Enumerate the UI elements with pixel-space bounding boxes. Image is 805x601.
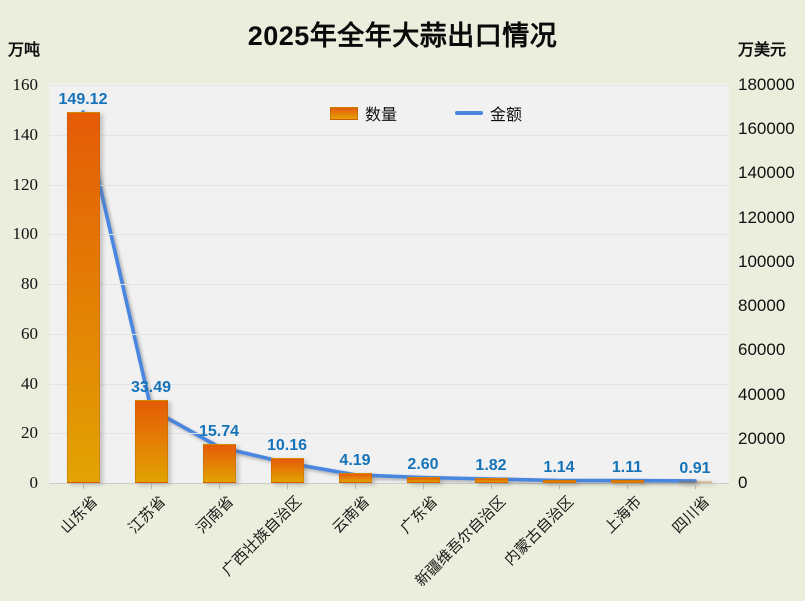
gridline — [49, 433, 729, 435]
left-axis-tick-label: 0 — [29, 473, 39, 492]
right-axis-tick-label: 120000 — [738, 207, 795, 227]
left-axis-tick-label: 100 — [12, 224, 39, 244]
bar-data-label: 149.12 — [58, 90, 108, 108]
amount-legend-label: 金额 — [490, 107, 523, 124]
x-axis-tick-mark — [355, 483, 356, 489]
x-axis-tick-mark — [287, 483, 288, 489]
legend-item-quantity: 数量 — [330, 101, 397, 125]
bar — [678, 480, 712, 483]
amount-line — [81, 110, 697, 483]
bar — [338, 472, 372, 483]
amount-line-swatch-icon — [455, 111, 484, 115]
gridline — [49, 134, 729, 136]
plot-area: 149.12 33.49 15.74 10.16 4.19 2.60 1.82 1.14 1.1… — [49, 83, 729, 484]
right-axis-tick-label: 60000 — [738, 340, 786, 360]
right-axis-tick-label: 160000 — [738, 119, 795, 139]
x-axis-label: 云南省 — [329, 493, 374, 537]
bar — [270, 457, 304, 483]
x-axis-tick-mark — [695, 483, 696, 489]
right-axis-unit-label: 万美元 — [738, 42, 787, 59]
bar-data-label: 1.82 — [475, 457, 507, 475]
x-axis-label: 江苏省 — [125, 493, 170, 537]
left-axis-tick-label: 140 — [12, 124, 39, 144]
x-axis-label: 河南省 — [193, 493, 238, 537]
left-axis-tick-label: 80 — [21, 274, 38, 293]
bar-data-label: 1.11 — [611, 459, 643, 477]
right-axis-tick-label: 0 — [738, 473, 748, 492]
gridline — [49, 85, 729, 86]
x-axis-tick-mark — [491, 483, 492, 489]
bar — [202, 443, 236, 483]
right-axis-tick-label: 180000 — [738, 75, 795, 94]
bar-data-label: 15.74 — [198, 422, 240, 440]
legend: 数量 金额 — [330, 101, 522, 125]
x-axis-label: 广东省 — [397, 493, 442, 537]
bar — [610, 480, 644, 483]
x-axis-tick-mark — [423, 483, 424, 489]
gridline — [49, 333, 729, 335]
bar — [134, 399, 168, 483]
left-axis-tick-label: 120 — [12, 174, 39, 194]
left-axis-tick-label: 40 — [21, 373, 38, 393]
quantity-bar-swatch-icon — [330, 106, 358, 120]
right-axis-tick-label: 80000 — [738, 296, 786, 316]
bar — [542, 480, 576, 483]
x-axis-label: 四川省 — [669, 493, 714, 537]
x-axis-tick-mark — [83, 483, 84, 489]
x-axis-label: 内蒙古自治区 — [502, 493, 578, 569]
left-axis-tick-label: 20 — [21, 423, 38, 443]
gridline — [49, 383, 729, 385]
x-axis-label: 山东省 — [57, 493, 102, 537]
right-axis-tick-label: 100000 — [738, 251, 795, 271]
bar-data-label: 10.16 — [266, 436, 308, 454]
bar-data-label: 33.49 — [130, 378, 172, 396]
gridline — [49, 234, 729, 236]
x-axis-tick-mark — [627, 483, 628, 489]
right-axis-tick-label: 40000 — [738, 384, 786, 404]
right-axis-tick-label: 20000 — [738, 428, 786, 448]
legend-item-amount: 金额 — [455, 101, 522, 125]
bar-data-label: 4.19 — [339, 451, 371, 469]
x-axis-tick-mark — [559, 483, 560, 489]
left-axis-unit-label: 万吨 — [8, 42, 41, 59]
bar-data-label: 2.60 — [407, 455, 439, 473]
bar — [66, 112, 100, 483]
gridline — [49, 284, 729, 285]
bar-data-label: 1.14 — [543, 459, 575, 477]
x-axis-tick-mark — [219, 483, 220, 489]
bar-data-label: 0.91 — [679, 459, 711, 477]
gridline — [49, 184, 729, 186]
chart-title: 2025年全年大蒜出口情况 — [247, 21, 558, 51]
left-axis-tick-label: 60 — [21, 323, 38, 343]
left-axis-tick-label: 160 — [12, 75, 39, 94]
bar — [406, 476, 440, 483]
quantity-legend-label: 数量 — [365, 107, 398, 124]
bar — [474, 478, 508, 483]
x-axis-label: 上海市 — [601, 493, 646, 537]
x-axis-tick-mark — [151, 483, 152, 489]
right-axis-tick-label: 140000 — [738, 163, 795, 183]
